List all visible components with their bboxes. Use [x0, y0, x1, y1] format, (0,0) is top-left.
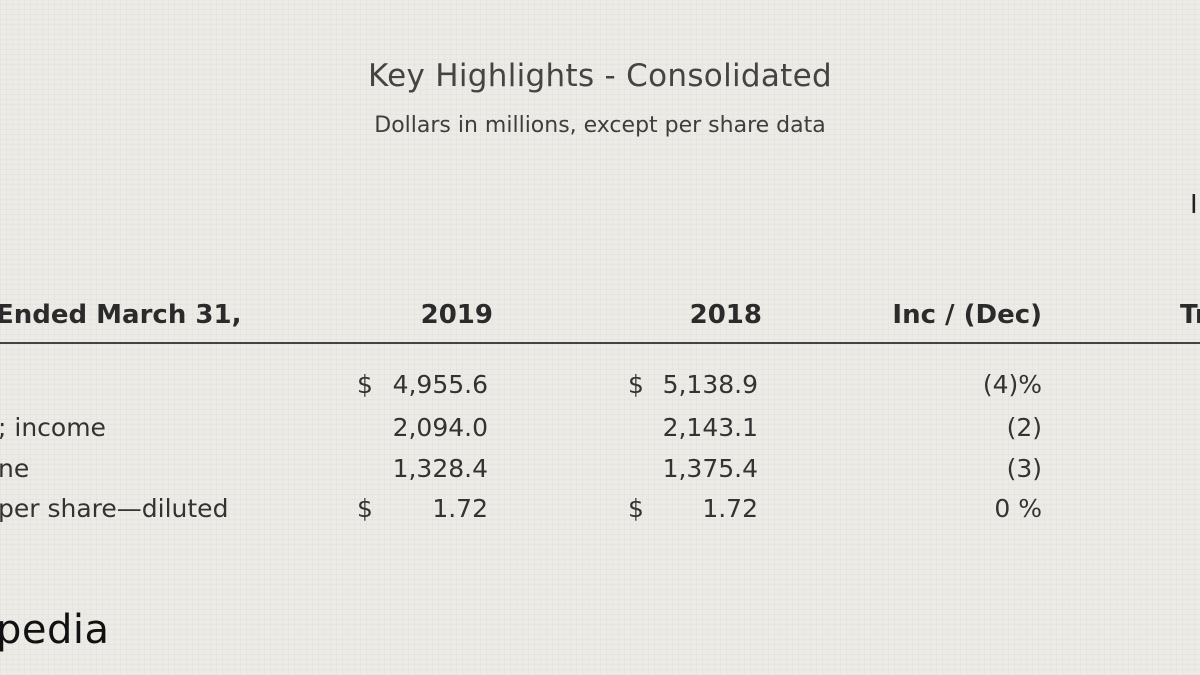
value-2019: 2,094.0: [392, 413, 488, 442]
change-value: (2): [1006, 413, 1042, 442]
header-period-label: Ended March 31,: [0, 300, 242, 330]
header-cropped: Tr: [1180, 300, 1200, 330]
value-2019: 1.72: [432, 494, 488, 523]
currency-symbol-2018: $: [628, 494, 644, 523]
cropped-edge-text: I: [1190, 190, 1198, 220]
slide-title: Key Highlights - Consolidated: [368, 58, 832, 94]
header-2018: 2018: [689, 300, 762, 330]
row-label: per share—diluted: [0, 494, 229, 523]
value-2018: 1.72: [702, 494, 758, 523]
change-value: 0 %: [994, 494, 1042, 523]
value-2019: 4,955.6: [392, 370, 488, 399]
header-change: Inc / (Dec): [892, 300, 1042, 330]
change-value: (4)%: [982, 370, 1042, 399]
row-label: ne: [0, 454, 30, 483]
currency-symbol-2018: $: [628, 370, 644, 399]
table-row: ; income 2,094.0 2,143.1 (2): [0, 413, 1200, 453]
table-row: $ 4,955.6 $ 5,138.9 (4)%: [0, 370, 1200, 410]
table-row: ne 1,328.4 1,375.4 (3): [0, 454, 1200, 494]
value-2018: 2,143.1: [662, 413, 758, 442]
row-label: ; income: [0, 413, 106, 442]
brand-logo-text: pedia: [0, 607, 110, 653]
slide-subtitle: Dollars in millions, except per share da…: [374, 113, 826, 138]
table-row: per share—diluted $ 1.72 $ 1.72 0 %: [0, 494, 1200, 534]
currency-symbol-2019: $: [357, 370, 373, 399]
value-2018: 5,138.9: [662, 370, 758, 399]
change-value: (3): [1006, 454, 1042, 483]
currency-symbol-2019: $: [357, 494, 373, 523]
header-2019: 2019: [420, 300, 493, 330]
value-2019: 1,328.4: [392, 454, 488, 483]
header-rule: [0, 342, 1200, 344]
value-2018: 1,375.4: [662, 454, 758, 483]
